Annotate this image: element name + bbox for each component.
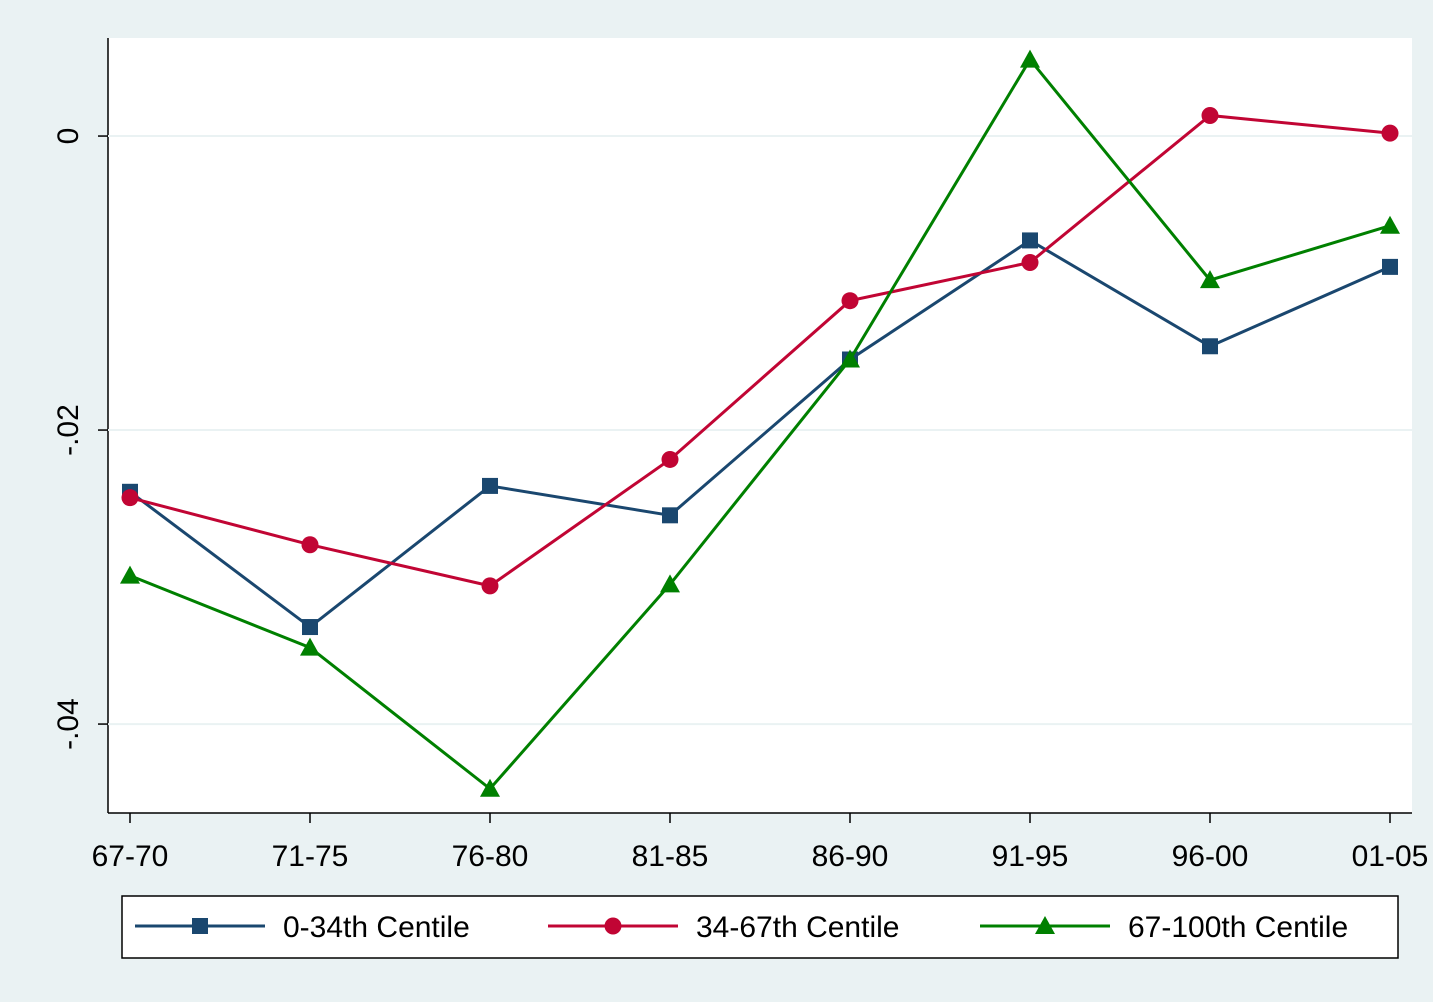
x-tick-label: 86-90: [812, 840, 889, 873]
data-point: [1380, 215, 1400, 234]
data-point: [1200, 270, 1220, 289]
data-point: [662, 507, 678, 524]
data-point: [1202, 338, 1218, 355]
data-point: [661, 450, 679, 468]
y-tick-label: 0: [52, 128, 85, 145]
data-point: [1201, 106, 1219, 124]
legend: [121, 895, 1399, 959]
legend-marker: [604, 917, 622, 935]
x-tick-label: 96-00: [1172, 840, 1249, 873]
data-point: [300, 637, 320, 656]
plot-area: [108, 38, 1412, 813]
legend-marker: [1035, 916, 1055, 934]
data-point: [120, 565, 140, 584]
data-point: [1382, 258, 1398, 275]
x-tick-label: 91-95: [992, 840, 1069, 873]
legend-label: 34-67th Centile: [696, 911, 899, 944]
data-point: [841, 292, 859, 310]
y-tick-label: -.02: [52, 404, 85, 456]
data-point: [121, 489, 139, 507]
data-point: [301, 536, 319, 554]
legend-label: 0-34th Centile: [283, 911, 470, 944]
legend-marker: [192, 918, 208, 934]
data-point: [482, 477, 498, 494]
x-tick-label: 76-80: [452, 840, 529, 873]
data-point: [1021, 253, 1039, 271]
data-point: [302, 619, 318, 636]
series-line: [129, 57, 1391, 791]
x-tick-label: 67-70: [92, 840, 169, 873]
x-tick-label: 81-85: [632, 840, 709, 873]
series-line: [129, 238, 1391, 629]
legend-label: 67-100th Centile: [1128, 911, 1348, 944]
x-tick-label: 71-75: [272, 840, 349, 873]
data-point: [1381, 124, 1399, 142]
data-point: [1022, 232, 1038, 249]
y-tick-label: -.04: [52, 698, 85, 750]
data-point: [480, 778, 500, 797]
data-point: [481, 577, 499, 595]
data-point: [840, 349, 860, 368]
series-line: [129, 113, 1391, 588]
data-point: [1020, 49, 1040, 68]
data-point: [660, 574, 680, 593]
x-tick-label: 01-05: [1352, 840, 1429, 873]
